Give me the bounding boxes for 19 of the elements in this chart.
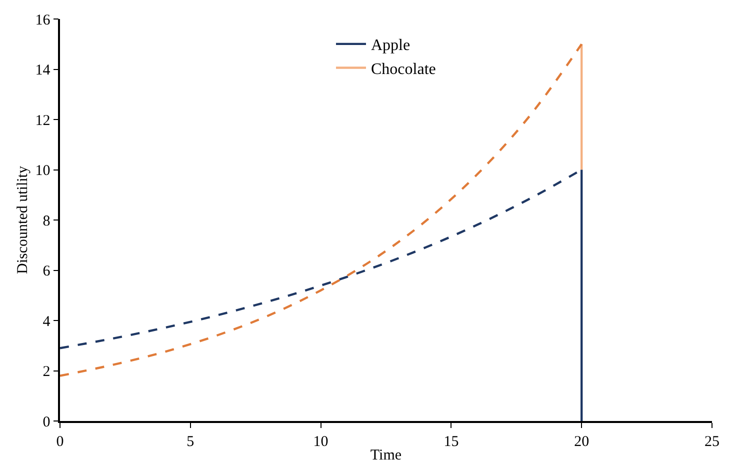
x-tick-label: 0 [56, 434, 64, 450]
y-tick-label: 2 [42, 364, 50, 380]
y-tick-label: 8 [42, 213, 50, 230]
y-tick-label: 4 [42, 314, 51, 330]
x-tick-label: 10 [313, 434, 328, 450]
y-tick-label: 14 [35, 62, 51, 78]
y-tick-label: 10 [35, 163, 50, 179]
legend-label: Apple [371, 37, 410, 54]
y-tick-label: 12 [35, 112, 50, 129]
legend-label: Chocolate [371, 60, 436, 78]
x-axis-title: Time [370, 447, 402, 464]
y-tick-label: 6 [42, 264, 51, 280]
x-tick-label: 25 [704, 434, 720, 450]
x-tick-label: 20 [574, 434, 590, 450]
y-tick-label: 16 [35, 12, 51, 28]
x-tick-label: 5 [186, 434, 194, 450]
y-axis-title: Discounted utility [15, 166, 31, 274]
x-tick-label: 15 [444, 434, 459, 450]
y-tick-label: 0 [42, 414, 50, 430]
